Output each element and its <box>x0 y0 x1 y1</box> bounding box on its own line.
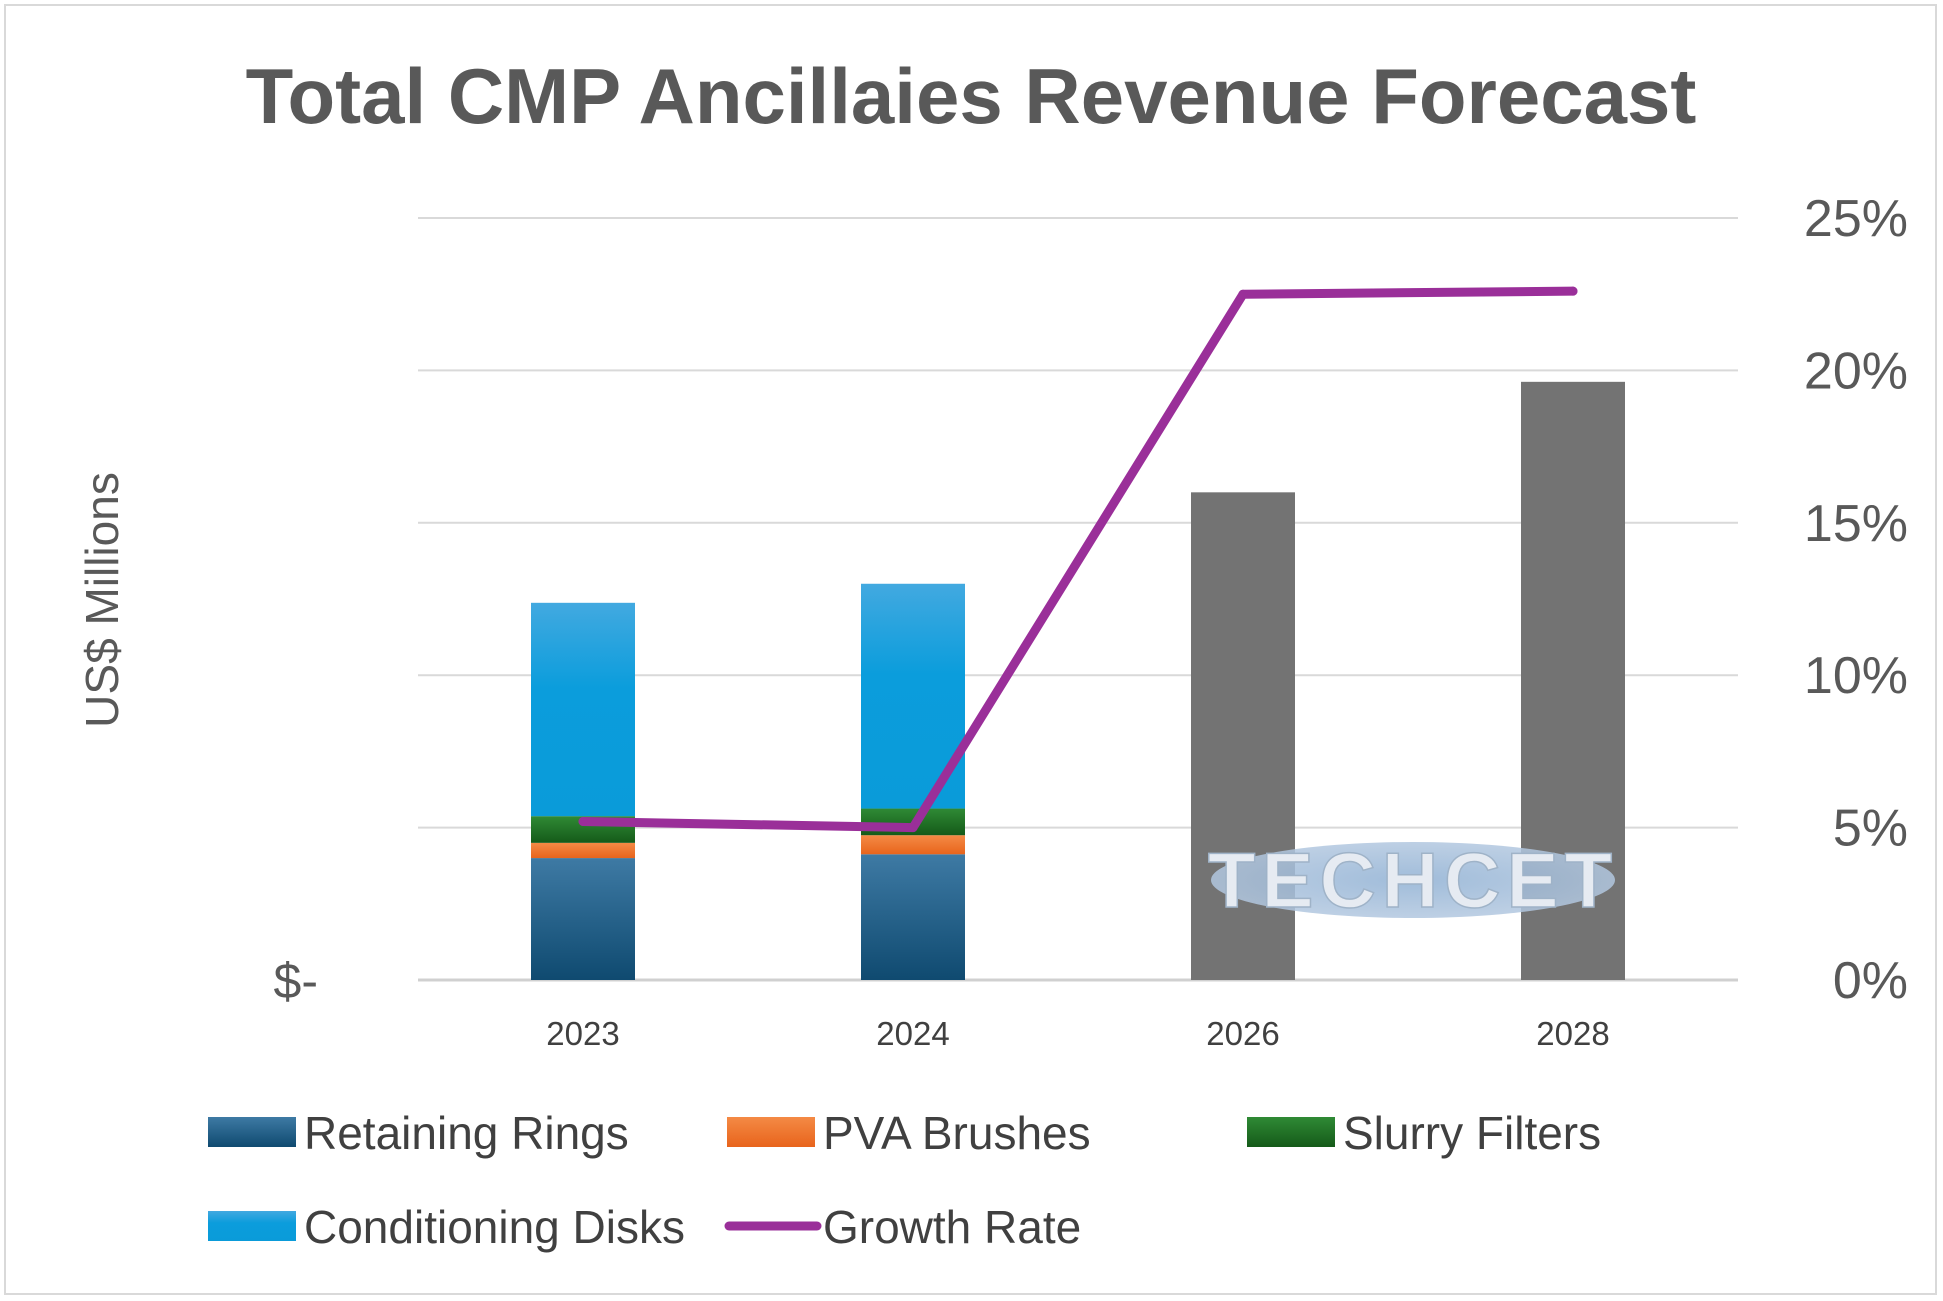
legend: Retaining Rings PVA Brushes Slurry Filters… <box>208 1107 1601 1253</box>
legend-swatch-retaining-rings <box>208 1117 296 1147</box>
growth-rate-point-2024 <box>908 823 918 833</box>
y2-tick-label: 20% <box>1804 342 1908 400</box>
y2-tick-label: 15% <box>1804 495 1908 553</box>
techcet-watermark: TECHCET <box>1207 835 1618 925</box>
x-axis-ticks: 2023 2024 2026 2028 <box>546 1015 1609 1052</box>
legend-swatch-pva-brushes <box>727 1117 815 1147</box>
legend-label-slurry-filters: Slurry Filters <box>1343 1107 1601 1159</box>
y-axis-ticks: $- <box>274 953 318 1009</box>
legend-label-growth-rate: Growth Rate <box>823 1201 1081 1253</box>
growth-rate-line <box>578 286 1578 833</box>
x-tick-label-2023: 2023 <box>546 1015 619 1052</box>
bar-pva-brushes-2023 <box>531 842 635 859</box>
bar-conditioning-disks-2023 <box>531 602 635 817</box>
y-axis-title: US$ Millions <box>76 472 128 728</box>
legend-label-conditioning-disks: Conditioning Disks <box>304 1201 685 1253</box>
y2-tick-label: 0% <box>1833 952 1908 1010</box>
x-tick-label-2026: 2026 <box>1206 1015 1279 1052</box>
growth-rate-point-2026 <box>1238 289 1248 299</box>
legend-label-retaining-rings: Retaining Rings <box>304 1107 629 1159</box>
y2-tick-label: 10% <box>1804 647 1908 705</box>
legend-swatch-conditioning-disks <box>208 1211 296 1241</box>
legend-label-pva-brushes: PVA Brushes <box>823 1107 1091 1159</box>
growth-rate-point-2028 <box>1568 286 1578 296</box>
y2-axis-ticks: 0% 5% 10% 15% 20% 25% <box>1804 190 1908 1010</box>
bar-pva-brushes-2024 <box>861 835 965 855</box>
x-tick-label-2028: 2028 <box>1536 1015 1609 1052</box>
watermark-text: TECHCET <box>1208 836 1618 924</box>
legend-swatch-slurry-filters <box>1247 1117 1335 1147</box>
grid-lines <box>418 217 1738 982</box>
growth-rate-point-2023 <box>578 817 588 827</box>
growth-rate-line-layer <box>578 286 1578 833</box>
bar-retaining-rings-2024 <box>861 854 965 980</box>
y2-tick-label: 5% <box>1833 800 1908 858</box>
x-tick-label-2024: 2024 <box>876 1015 949 1052</box>
y2-tick-label: 25% <box>1804 190 1908 248</box>
chart-title: Total CMP Ancillaies Revenue Forecast <box>246 52 1697 140</box>
y-tick-label: $- <box>274 953 318 1009</box>
bar-retaining-rings-2023 <box>531 858 635 980</box>
